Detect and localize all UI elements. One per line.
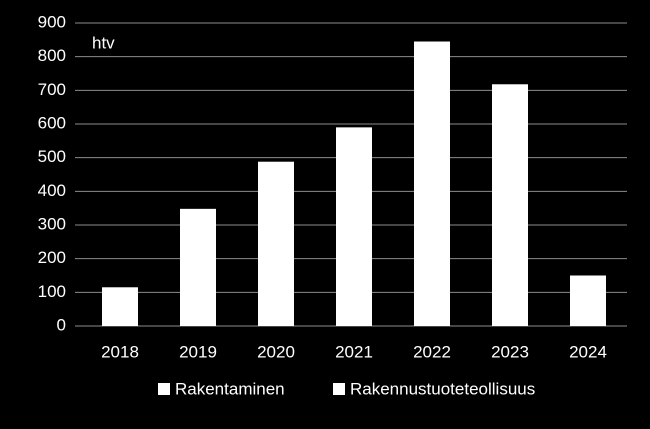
y-tick-label: 300 (38, 214, 66, 233)
x-tick-label: 2020 (257, 342, 295, 361)
y-tick-label: 0 (57, 315, 66, 334)
x-tick-label: 2018 (101, 342, 139, 361)
legend-swatch (158, 383, 170, 395)
legend-label: Rakennustuoteteollisuus (350, 379, 535, 398)
y-tick-label: 900 (38, 12, 66, 31)
bar (570, 275, 606, 326)
bar (414, 41, 450, 327)
y-tick-label: 800 (38, 46, 66, 65)
bar (258, 161, 294, 326)
y-tick-label: 500 (38, 147, 66, 166)
x-tick-label: 2021 (335, 342, 373, 361)
bar (492, 84, 528, 326)
bar (102, 287, 138, 326)
x-tick-label: 2019 (179, 342, 217, 361)
x-tick-label: 2024 (569, 342, 607, 361)
y-tick-label: 400 (38, 181, 66, 200)
bar (336, 127, 372, 326)
legend-label: Rakentaminen (175, 379, 285, 398)
x-tick-label: 2023 (491, 342, 529, 361)
y-tick-label: 200 (38, 248, 66, 267)
annotation: htv (92, 33, 115, 52)
y-tick-label: 700 (38, 80, 66, 99)
y-tick-label: 100 (38, 282, 66, 301)
x-tick-label: 2022 (413, 342, 451, 361)
y-tick-label: 600 (38, 113, 66, 132)
bar (180, 208, 216, 326)
legend-swatch (333, 383, 345, 395)
